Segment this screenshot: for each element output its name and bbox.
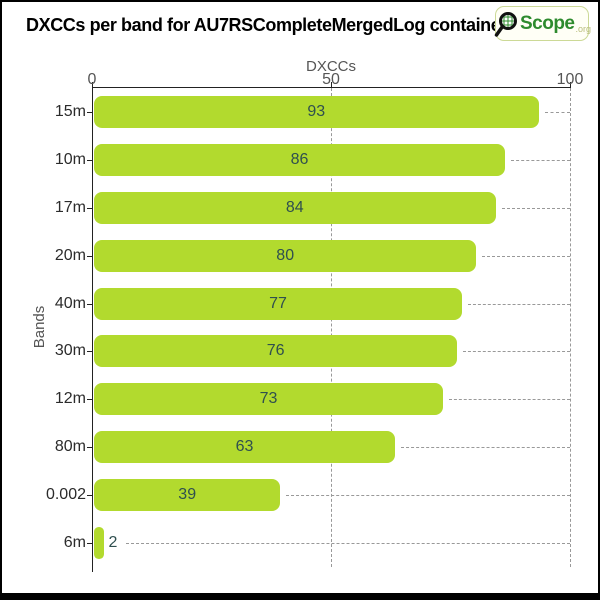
band-label-20m: 20m — [54, 246, 86, 264]
y-tick-20m — [87, 255, 92, 257]
bar-value-6m: 2 — [108, 534, 118, 552]
gridline-x-100 — [570, 88, 571, 567]
band-label-15m: 15m — [54, 102, 86, 120]
leader-line-30m — [463, 351, 570, 353]
band-label-17m: 17m — [54, 198, 86, 216]
band-label-12m: 12m — [54, 390, 86, 408]
x-tick-100 — [570, 82, 571, 88]
logo-text: Scope — [519, 12, 575, 34]
bar-20m: 80 — [94, 239, 477, 272]
band-label-6m: 6m — [63, 534, 86, 552]
bar-value-40m: 77 — [269, 294, 287, 312]
gridline-x-50 — [331, 88, 332, 567]
y-tick-30m — [87, 351, 92, 353]
logo-suffix: .org — [575, 24, 592, 34]
x-tick-label-100: 100 — [556, 71, 584, 88]
y-tick-15m — [87, 111, 92, 113]
leader-line-15m — [544, 111, 570, 113]
bar-40m: 77 — [94, 287, 463, 320]
leader-line-6m — [125, 543, 570, 545]
bar-15m: 93 — [94, 95, 539, 128]
bar-value-12m: 73 — [259, 390, 278, 408]
y-tick-10m — [87, 159, 92, 161]
x-tick-50 — [331, 82, 332, 88]
bar-value-80m: 63 — [235, 438, 254, 456]
bar-value-15m: 93 — [307, 102, 326, 120]
bar-12m: 73 — [94, 383, 443, 416]
x-tick-0 — [92, 82, 93, 88]
bar-value-0.002: 39 — [178, 486, 197, 504]
y-tick-17m — [87, 207, 92, 209]
leader-line-20m — [482, 255, 570, 257]
band-label-80m: 80m — [54, 438, 86, 456]
bar-6m — [94, 527, 104, 560]
y-tick-80m — [87, 447, 92, 449]
qscope-logo: Scope .org — [493, 6, 592, 41]
bar-value-20m: 80 — [276, 246, 295, 264]
band-label-30m: 30m — [54, 342, 86, 360]
leader-line-12m — [448, 399, 570, 401]
y-tick-6m — [87, 543, 92, 545]
bar-value-17m: 84 — [285, 198, 304, 216]
bar-10m: 86 — [94, 143, 506, 176]
chart-title: DXCCs per band for AU7RSCompleteMergedLo… — [26, 15, 511, 35]
y-axis-line — [92, 88, 93, 572]
leader-line-17m — [501, 207, 570, 209]
y-tick-40m — [87, 303, 92, 305]
bar-80m: 63 — [94, 431, 396, 464]
x-axis-label: DXCCs — [305, 58, 356, 75]
band-label-10m: 10m — [54, 150, 86, 168]
bar-17m: 84 — [94, 191, 496, 224]
leader-line-80m — [401, 447, 570, 449]
x-tick-label-50: 50 — [322, 71, 340, 88]
band-label-40m: 40m — [54, 294, 86, 312]
bar-0.002: 39 — [94, 479, 281, 512]
y-tick-0.002 — [87, 495, 92, 497]
leader-line-10m — [511, 159, 570, 161]
x-tick-label-0: 0 — [87, 71, 97, 88]
magnifier-icon — [493, 9, 519, 39]
leader-line-40m — [468, 303, 570, 305]
bar-30m: 76 — [94, 335, 458, 368]
bar-value-10m: 86 — [290, 150, 309, 168]
leader-line-0.002 — [286, 495, 570, 497]
band-label-0.002: 0.002 — [45, 486, 86, 504]
bar-value-30m: 76 — [266, 342, 285, 360]
y-tick-12m — [87, 399, 92, 401]
